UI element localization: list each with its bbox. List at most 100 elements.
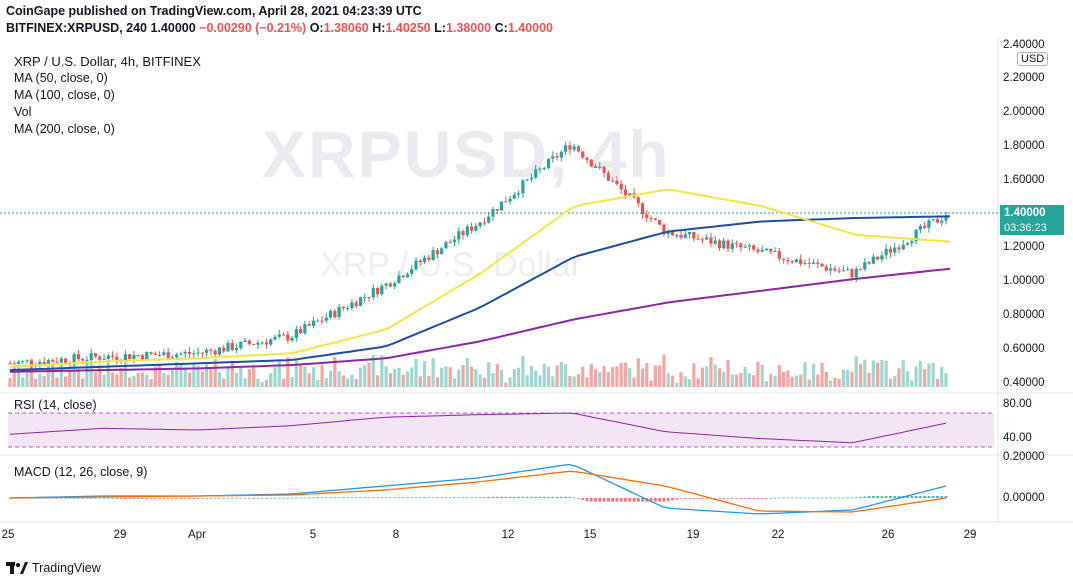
candle-body	[888, 248, 893, 253]
volume-bar	[222, 378, 226, 387]
candle-body	[572, 146, 576, 150]
volume-bar	[841, 369, 846, 387]
volume-bar	[354, 379, 358, 387]
legend-ma200[interactable]: MA (200, close, 0)	[14, 122, 115, 136]
macd-histogram-bar	[867, 496, 871, 498]
volume-bar	[410, 367, 414, 387]
macd-histogram-bar	[111, 497, 114, 499]
macd-histogram-bar	[115, 497, 119, 499]
candle-body	[504, 201, 508, 203]
legend-ma100[interactable]: MA (100, close, 0)	[14, 88, 115, 102]
macd-histogram-bar	[568, 496, 572, 498]
currency-badge[interactable]: USD	[1017, 52, 1049, 66]
candle-body	[469, 226, 474, 231]
macd-histogram-bar	[350, 497, 354, 499]
macd-histogram-bar	[842, 497, 845, 499]
volume-bar	[346, 378, 350, 387]
volume-bar	[482, 377, 487, 387]
candle-body	[837, 270, 841, 272]
footer-brand[interactable]: TradingView	[6, 561, 101, 575]
bar-countdown: 03:36:23	[1000, 221, 1064, 235]
volume-bar	[401, 374, 405, 387]
macd-histogram-bar	[782, 497, 785, 499]
candle-body	[649, 218, 653, 220]
candle-body	[623, 189, 628, 196]
candle-body	[51, 360, 55, 362]
macd-label[interactable]: MACD (12, 26, close, 9)	[14, 465, 148, 479]
candle-body	[773, 251, 777, 253]
macd-histogram-bar	[756, 498, 760, 499]
candle-body	[679, 235, 683, 238]
candle-body	[166, 352, 170, 359]
macd-histogram-bar	[585, 498, 589, 502]
candle-body	[324, 317, 328, 321]
macd-histogram-bar	[153, 498, 157, 499]
candle-body	[615, 180, 619, 185]
volume-bar	[893, 376, 897, 387]
volume-bar	[226, 366, 230, 387]
volume-bar	[311, 367, 316, 387]
candle-body	[696, 238, 700, 240]
time-tick: 26	[881, 529, 895, 541]
candle-body	[93, 353, 98, 357]
symbol-watermark: XRPUSD, 4h	[262, 117, 671, 191]
candle-body	[12, 363, 16, 365]
macd-histogram-bar	[132, 498, 136, 499]
candle-body	[457, 231, 461, 240]
macd-histogram-bar	[256, 497, 260, 499]
macd-histogram-bar	[495, 496, 499, 498]
volume-bar	[72, 362, 76, 387]
volume-bar	[611, 367, 615, 387]
candle-body	[521, 180, 525, 194]
volume-bar	[811, 363, 816, 387]
macd-histogram-bar	[106, 497, 110, 499]
legend-ma50[interactable]: MA (50, close, 0)	[14, 71, 108, 85]
macd-histogram-bar	[555, 496, 559, 498]
macd-histogram-bar	[589, 498, 593, 502]
macd-histogram-bar	[876, 496, 880, 498]
volume-bar	[666, 373, 670, 387]
volume-bar	[799, 374, 803, 387]
macd-histogram-bar	[675, 498, 679, 500]
volume-bar	[880, 360, 884, 387]
macd-histogram-bar	[239, 497, 243, 499]
rsi-label[interactable]: RSI (14, close)	[14, 398, 97, 412]
volume-bar	[884, 360, 888, 387]
volume-bar	[705, 366, 709, 387]
candle-body	[234, 348, 239, 351]
candle-body	[662, 224, 666, 235]
volume-bar	[863, 359, 867, 387]
candle-body	[841, 270, 846, 272]
macd-histogram-bar	[235, 497, 238, 499]
candle-body	[55, 361, 59, 363]
volume-bar	[316, 380, 320, 387]
candle-body	[555, 156, 559, 158]
macd-histogram-bar	[474, 497, 478, 499]
volume-bar	[132, 375, 136, 387]
volume-bar	[769, 374, 773, 387]
candle-body	[145, 352, 149, 360]
open-value: 1.38060	[323, 21, 369, 35]
volume-bar	[179, 363, 183, 387]
candle-body	[427, 257, 431, 260]
macd-histogram-bar	[354, 497, 358, 499]
candle-body	[829, 268, 833, 271]
macd-histogram-bar	[123, 498, 127, 499]
legend-vol[interactable]: Vol	[14, 105, 32, 119]
volume-bar	[230, 360, 234, 387]
volume-bar	[200, 371, 204, 387]
volume-bar	[935, 379, 940, 387]
volume-bar	[29, 358, 33, 387]
macd-histogram-bar	[316, 497, 320, 499]
macd-histogram-bar	[64, 497, 67, 499]
macd-histogram-bar	[547, 496, 550, 498]
candle-body	[132, 355, 136, 359]
macd-histogram-bar	[517, 496, 521, 498]
macd-histogram-bar	[388, 497, 392, 499]
macd-histogram-bar	[431, 497, 435, 499]
macd-histogram-bar	[530, 496, 533, 498]
footer-brand-label: TradingView	[32, 561, 101, 575]
candle-body	[25, 360, 29, 362]
macd-histogram-bar	[376, 497, 379, 499]
